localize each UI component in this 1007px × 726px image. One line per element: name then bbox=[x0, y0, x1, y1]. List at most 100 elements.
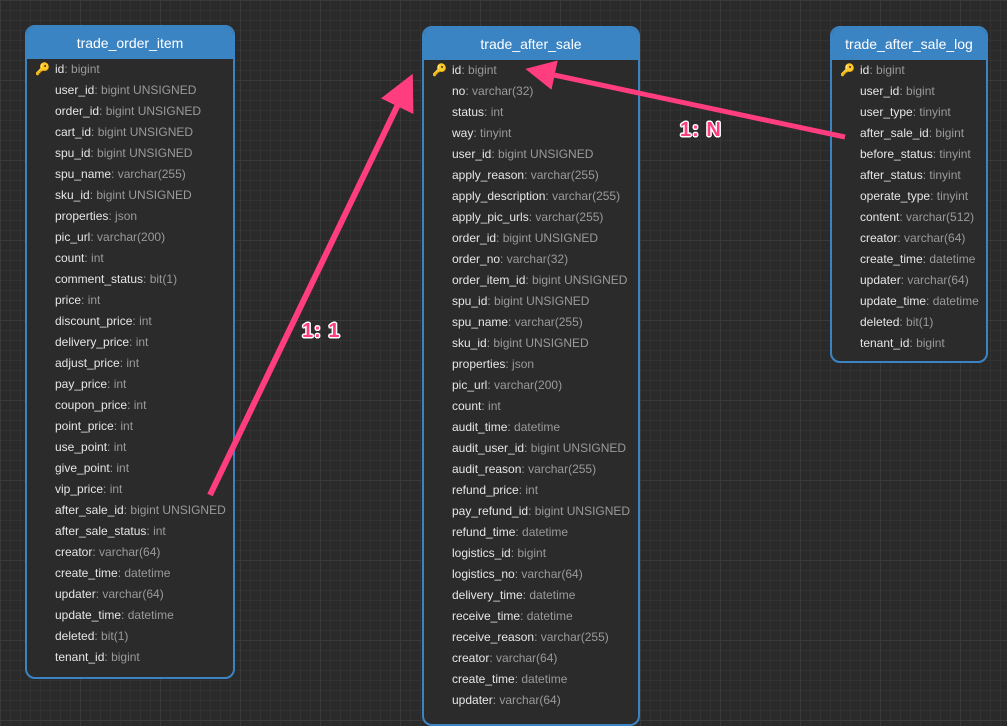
table-header[interactable]: trade_order_item bbox=[27, 27, 233, 59]
field-name: sku_id bbox=[55, 188, 90, 202]
table-trade-order-item[interactable]: trade_order_item 🔑 id: bigint user_id: bigi… bbox=[25, 25, 235, 679]
field-row[interactable]: count: int bbox=[424, 396, 638, 417]
field-row[interactable]: deleted: bit(1) bbox=[27, 626, 233, 647]
field-row[interactable]: refund_price: int bbox=[424, 480, 638, 501]
table-trade-after-sale[interactable]: trade_after_sale 🔑 id: bigint no: varchar(3… bbox=[422, 26, 640, 726]
field-row[interactable]: updater: varchar(64) bbox=[27, 584, 233, 605]
field-row[interactable]: before_status: tinyint bbox=[832, 144, 986, 165]
field-row[interactable]: status: int bbox=[424, 102, 638, 123]
field-row[interactable]: adjust_price: int bbox=[27, 353, 233, 374]
separator: : bbox=[510, 546, 518, 560]
field-row[interactable]: audit_reason: varchar(255) bbox=[424, 459, 638, 480]
field-row[interactable]: pic_url: varchar(200) bbox=[27, 227, 233, 248]
field-row[interactable]: pay_price: int bbox=[27, 374, 233, 395]
field-row[interactable]: sku_id: bigint UNSIGNED bbox=[27, 185, 233, 206]
field-row[interactable]: tenant_id: bigint bbox=[832, 333, 986, 354]
field-row[interactable]: create_time: datetime bbox=[424, 669, 638, 690]
field-name: apply_description bbox=[452, 189, 546, 203]
field-row[interactable]: delivery_time: datetime bbox=[424, 585, 638, 606]
key-icon: 🔑 bbox=[432, 63, 447, 77]
field-type: bigint bbox=[935, 126, 965, 140]
field-row[interactable]: pic_url: varchar(200) bbox=[424, 375, 638, 396]
field-row[interactable]: user_type: tinyint bbox=[832, 102, 986, 123]
field-type: json bbox=[115, 209, 138, 223]
field-row[interactable]: 🔑 id: bigint bbox=[27, 59, 233, 80]
field-row[interactable]: point_price: int bbox=[27, 416, 233, 437]
field-row[interactable]: give_point: int bbox=[27, 458, 233, 479]
separator: : bbox=[123, 503, 131, 517]
field-row[interactable]: user_id: bigint UNSIGNED bbox=[424, 144, 638, 165]
table-header[interactable]: trade_after_sale bbox=[424, 28, 638, 60]
field-type: varchar(64) bbox=[102, 587, 164, 601]
field-row[interactable]: pay_refund_id: bigint UNSIGNED bbox=[424, 501, 638, 522]
field-row[interactable]: use_point: int bbox=[27, 437, 233, 458]
field-row[interactable]: coupon_price: int bbox=[27, 395, 233, 416]
field-row[interactable]: user_id: bigint UNSIGNED bbox=[27, 80, 233, 101]
field-row[interactable]: way: tinyint bbox=[424, 123, 638, 144]
field-row[interactable]: properties: json bbox=[27, 206, 233, 227]
field-row[interactable]: content: varchar(512) bbox=[832, 207, 986, 228]
relation-label-1-1: 1: 1 bbox=[302, 320, 341, 342]
field-row[interactable]: after_sale_id: bigint UNSIGNED bbox=[27, 500, 233, 521]
field-row[interactable]: vip_price: int bbox=[27, 479, 233, 500]
field-row[interactable]: comment_status: bit(1) bbox=[27, 269, 233, 290]
field-row[interactable]: after_status: tinyint bbox=[832, 165, 986, 186]
field-type: varchar(255) bbox=[540, 630, 609, 644]
field-row[interactable]: cart_id: bigint UNSIGNED bbox=[27, 122, 233, 143]
field-row[interactable]: tenant_id: bigint bbox=[27, 647, 233, 668]
field-row[interactable]: refund_time: datetime bbox=[424, 522, 638, 543]
field-row[interactable]: order_no: varchar(32) bbox=[424, 249, 638, 270]
separator: : bbox=[900, 273, 908, 287]
field-row[interactable]: logistics_no: varchar(64) bbox=[424, 564, 638, 585]
field-row[interactable]: spu_name: varchar(255) bbox=[424, 312, 638, 333]
field-row[interactable]: 🔑 id: bigint bbox=[832, 60, 986, 81]
field-row[interactable]: properties: json bbox=[424, 354, 638, 375]
field-row[interactable]: update_time: datetime bbox=[832, 291, 986, 312]
field-row[interactable]: apply_pic_urls: varchar(255) bbox=[424, 207, 638, 228]
field-row[interactable]: after_sale_status: int bbox=[27, 521, 233, 542]
separator: : bbox=[932, 147, 940, 161]
field-row[interactable]: creator: varchar(64) bbox=[424, 648, 638, 669]
field-row[interactable]: price: int bbox=[27, 290, 233, 311]
field-name: creator bbox=[55, 545, 93, 559]
field-row[interactable]: receive_time: datetime bbox=[424, 606, 638, 627]
field-row[interactable]: updater: varchar(64) bbox=[832, 270, 986, 291]
field-row[interactable]: logistics_id: bigint bbox=[424, 543, 638, 564]
field-list: 🔑 id: bigint user_id: bigint user_type: tin… bbox=[832, 60, 986, 354]
field-row[interactable]: after_sale_id: bigint bbox=[832, 123, 986, 144]
field-type: bigint UNSIGNED bbox=[105, 104, 202, 118]
field-row[interactable]: creator: varchar(64) bbox=[27, 542, 233, 563]
field-row[interactable]: apply_description: varchar(255) bbox=[424, 186, 638, 207]
field-row[interactable]: count: int bbox=[27, 248, 233, 269]
field-row[interactable]: order_id: bigint UNSIGNED bbox=[27, 101, 233, 122]
field-row[interactable]: 🔑 id: bigint bbox=[424, 60, 638, 81]
field-row[interactable]: spu_id: bigint UNSIGNED bbox=[424, 291, 638, 312]
field-type: bigint bbox=[876, 63, 905, 77]
field-row[interactable]: apply_reason: varchar(255) bbox=[424, 165, 638, 186]
field-row[interactable]: receive_reason: varchar(255) bbox=[424, 627, 638, 648]
field-row[interactable]: operate_type: tinyint bbox=[832, 186, 986, 207]
separator: : bbox=[481, 399, 489, 413]
field-row[interactable]: user_id: bigint bbox=[832, 81, 986, 102]
separator: : bbox=[84, 251, 92, 265]
field-row[interactable]: order_id: bigint UNSIGNED bbox=[424, 228, 638, 249]
field-row[interactable]: deleted: bit(1) bbox=[832, 312, 986, 333]
table-trade-after-sale-log[interactable]: trade_after_sale_log 🔑 id: bigint user_id: … bbox=[830, 26, 988, 363]
field-row[interactable]: sku_id: bigint UNSIGNED bbox=[424, 333, 638, 354]
field-row[interactable]: updater: varchar(64) bbox=[424, 690, 638, 711]
field-row[interactable]: create_time: datetime bbox=[832, 249, 986, 270]
field-row[interactable]: no: varchar(32) bbox=[424, 81, 638, 102]
field-row[interactable]: spu_name: varchar(255) bbox=[27, 164, 233, 185]
field-row[interactable]: update_time: datetime bbox=[27, 605, 233, 626]
field-row[interactable]: audit_user_id: bigint UNSIGNED bbox=[424, 438, 638, 459]
field-row[interactable]: create_time: datetime bbox=[27, 563, 233, 584]
field-row[interactable]: discount_price: int bbox=[27, 311, 233, 332]
field-row[interactable]: delivery_price: int bbox=[27, 332, 233, 353]
field-name: user_id bbox=[452, 147, 492, 161]
separator: : bbox=[930, 189, 937, 203]
field-row[interactable]: audit_time: datetime bbox=[424, 417, 638, 438]
field-row[interactable]: order_item_id: bigint UNSIGNED bbox=[424, 270, 638, 291]
field-row[interactable]: creator: varchar(64) bbox=[832, 228, 986, 249]
table-header[interactable]: trade_after_sale_log bbox=[832, 28, 986, 60]
field-row[interactable]: spu_id: bigint UNSIGNED bbox=[27, 143, 233, 164]
